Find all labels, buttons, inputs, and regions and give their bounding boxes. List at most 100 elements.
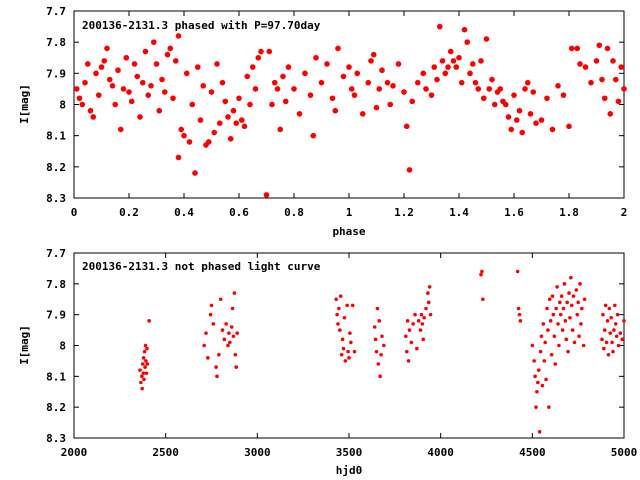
data-point [349, 340, 353, 345]
data-point [604, 45, 611, 52]
data-point [537, 430, 542, 434]
data-point [560, 92, 567, 98]
data-point [214, 365, 218, 369]
data-point [533, 374, 537, 379]
y-tick-label: 8.2 [46, 161, 66, 174]
data-point [229, 325, 234, 329]
y-tick-label: 8 [59, 340, 66, 353]
data-point [186, 139, 193, 145]
data-point [571, 294, 576, 298]
data-point [348, 331, 352, 335]
x-tick-label: 1.6 [504, 206, 524, 219]
unphased-panel: 200136-2131.3 not phased light curve hjd… [18, 247, 637, 477]
y-tick-label: 7.9 [46, 67, 66, 80]
data-point [382, 343, 386, 348]
data-point [143, 343, 148, 348]
data-point [522, 86, 528, 92]
data-point [551, 312, 556, 317]
data-point [530, 89, 537, 95]
data-point [126, 89, 132, 95]
data-point [527, 111, 534, 117]
data-point [576, 300, 580, 305]
data-point [172, 58, 179, 64]
data-point [266, 48, 273, 55]
data-point [601, 95, 608, 102]
data-point [554, 306, 558, 311]
data-point [202, 343, 206, 348]
data-point [579, 322, 583, 326]
data-point [614, 334, 619, 339]
data-point [341, 346, 346, 351]
data-point [313, 54, 319, 61]
data-point [175, 33, 182, 39]
y-tick-label: 7.7 [46, 247, 66, 260]
data-point [450, 58, 457, 64]
data-point [604, 340, 609, 345]
data-point [511, 92, 517, 98]
data-point [137, 114, 143, 120]
data-point [90, 114, 97, 120]
data-point [610, 58, 616, 64]
data-point [530, 343, 535, 348]
x-tick-label: 2500 [152, 446, 179, 459]
data-point [426, 300, 431, 305]
data-point [415, 346, 419, 351]
data-point [379, 67, 385, 74]
data-point [109, 83, 116, 89]
data-point [145, 362, 150, 366]
data-point [204, 331, 208, 335]
y-tick-label: 8.2 [46, 401, 66, 414]
x-tick-label: 2000 [61, 446, 88, 459]
data-point [618, 64, 625, 70]
data-point [274, 86, 281, 92]
data-point [234, 365, 239, 369]
data-point [479, 272, 483, 277]
data-point [222, 337, 227, 342]
data-point [558, 300, 562, 305]
data-point [572, 340, 577, 345]
data-point [302, 70, 308, 77]
data-point [249, 64, 256, 70]
data-point [376, 86, 383, 92]
data-point [346, 349, 350, 354]
data-point [502, 101, 509, 108]
y-tick-label: 8.1 [46, 370, 66, 383]
data-point [214, 61, 220, 67]
x-tick-label: 0.8 [284, 206, 304, 219]
data-point [601, 312, 605, 317]
data-point [258, 48, 264, 55]
data-point [419, 312, 424, 317]
data-point [541, 322, 546, 326]
data-point [508, 126, 515, 133]
data-point [547, 297, 552, 302]
data-point [368, 58, 374, 64]
data-point [123, 54, 130, 61]
data-point [145, 92, 152, 98]
data-point [209, 303, 214, 308]
data-point [233, 352, 238, 357]
phased-chart-title: 200136-2131.3 phased with P=97.70day [82, 19, 321, 32]
data-point [561, 306, 566, 311]
data-point [263, 192, 270, 198]
x-tick-label: 0.2 [119, 206, 139, 219]
data-point [570, 328, 575, 332]
data-point [406, 167, 413, 173]
data-point [538, 349, 543, 354]
phased-data-points [73, 23, 627, 198]
data-point [189, 101, 196, 108]
data-point [458, 79, 465, 86]
data-point [84, 61, 91, 67]
data-point [310, 132, 317, 139]
data-point [93, 70, 99, 77]
data-point [569, 275, 573, 280]
data-point [296, 111, 303, 117]
unphased-y-axis-label: I[mag] [18, 325, 31, 365]
data-point [222, 98, 229, 105]
data-point [423, 86, 429, 92]
data-point [335, 45, 341, 52]
data-point [426, 291, 430, 295]
data-point [582, 64, 589, 70]
data-point [224, 322, 228, 326]
